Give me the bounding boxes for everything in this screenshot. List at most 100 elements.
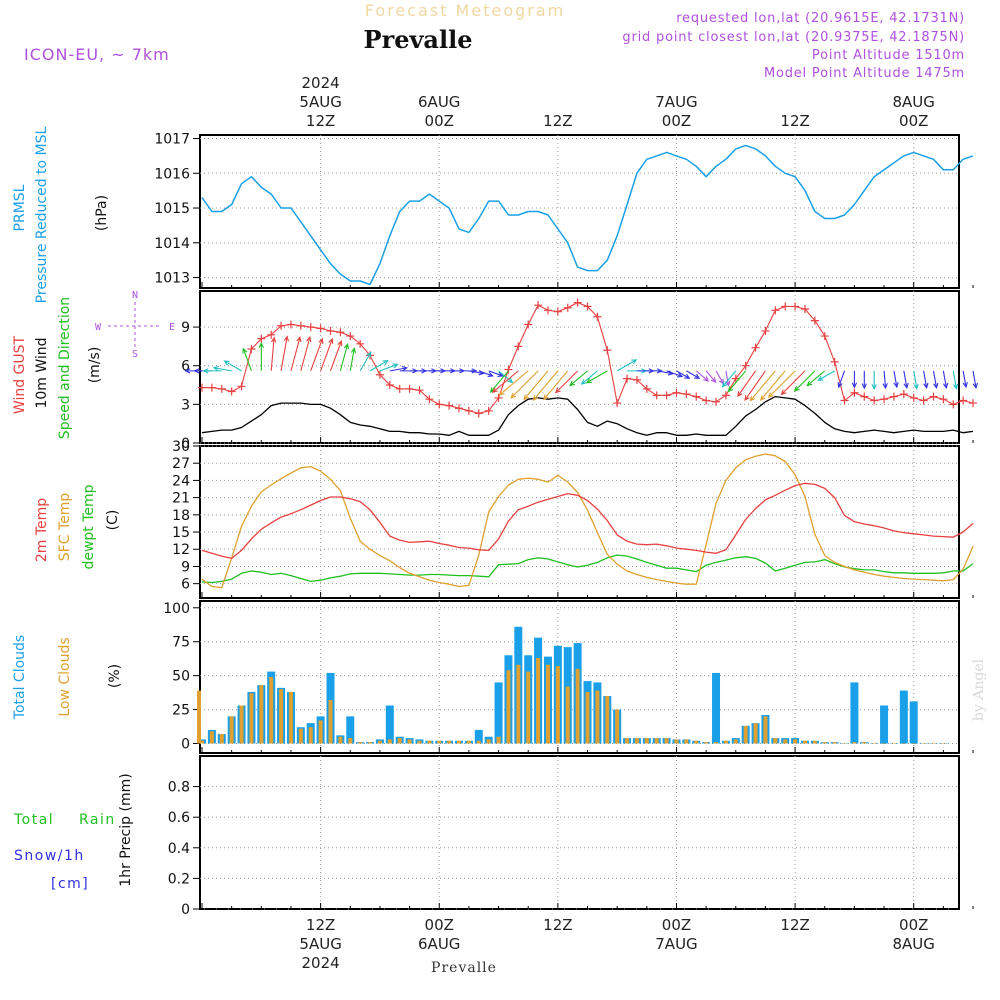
wind-arrow-head: [283, 335, 290, 342]
compass-n: N: [132, 290, 138, 301]
wind-gust-marker: [277, 321, 286, 330]
wind-gust-marker: [820, 332, 829, 341]
wind-arrow-head: [703, 376, 710, 382]
wind-arrow: [749, 370, 776, 401]
wind-arrow-head: [882, 383, 888, 390]
wind-arrow-head: [962, 382, 968, 389]
wind-arrow-head: [543, 394, 549, 401]
wind-arrow-head: [676, 372, 684, 378]
time-label-top: 8AUG: [893, 93, 935, 111]
y-tick-label: 0.4: [168, 841, 190, 857]
y-tick-label: 18: [172, 508, 190, 524]
low-cloud-bar: [802, 740, 807, 744]
wind-arrow: [359, 352, 372, 372]
clouds-label-total: Total Clouds: [12, 635, 28, 720]
wind-gust-marker: [781, 302, 790, 311]
forecast-label: Forecast Meteogram: [365, 1, 565, 20]
total-cloud-bar: [880, 705, 889, 744]
wind-arrow: [728, 370, 747, 392]
time-label-top: 7AUG: [655, 93, 697, 111]
wind-gust-marker: [227, 387, 236, 396]
wind-gust-marker: [603, 346, 612, 355]
wind-arrow-head: [871, 384, 877, 391]
wind-arrow-head: [193, 368, 200, 374]
low-cloud-bar: [457, 740, 462, 744]
wind-arrow: [213, 367, 232, 372]
y-tick-label: 1017: [154, 131, 190, 147]
wind-arrow-head: [510, 392, 517, 399]
low-cloud-bar: [723, 740, 728, 744]
temp-label-2m: 2m Temp: [34, 498, 50, 562]
wind-gust-marker: [286, 320, 295, 329]
low-cloud-bar: [763, 716, 768, 744]
time-label-top: 5AUG: [299, 93, 341, 111]
wind-arrow-head: [350, 347, 357, 354]
y-tick-label: 9: [181, 559, 190, 575]
wind-arrow-head: [749, 395, 756, 402]
y-tick-label: 3: [181, 397, 190, 413]
wind-gust-marker: [375, 370, 384, 379]
wind-arrow: [242, 348, 252, 372]
total-cloud-bar: [494, 682, 503, 744]
low-cloud-bar: [239, 705, 244, 744]
time-label-top: 12Z: [306, 112, 335, 130]
wind-arrow: [781, 370, 806, 395]
wind-arrow-head: [759, 394, 766, 401]
wind-arrow: [737, 370, 757, 397]
low-cloud-bar: [200, 740, 204, 744]
y-tick-label: 0.2: [168, 871, 190, 887]
wind-gust-marker: [959, 396, 968, 405]
wind-gust-marker: [682, 390, 691, 399]
low-cloud-bar: [664, 738, 669, 744]
time-label-bottom: 7AUG: [655, 935, 697, 953]
wind-arrow: [962, 370, 967, 388]
low-cloud-bar: [407, 739, 412, 744]
total-cloud-bar: [474, 729, 483, 744]
low-cloud-bar: [852, 742, 857, 744]
wind-gust-line: [202, 302, 974, 414]
low-cloud-bar: [229, 716, 234, 744]
low-cloud-bar: [338, 736, 343, 744]
low-cloud-bar: [417, 740, 422, 744]
wind-arrow-head: [497, 371, 504, 377]
wind-arrow-head: [366, 351, 372, 358]
time-label-top: 00Z: [425, 112, 454, 130]
wind-arrow-head: [580, 379, 587, 385]
wind-gust-marker: [583, 302, 592, 311]
place-title: Prevalle: [364, 25, 473, 54]
low-cloud-bar: [496, 736, 501, 744]
low-cloud-bar: [249, 693, 254, 744]
low-cloud-bar: [555, 666, 560, 744]
low-cloud-bar: [625, 738, 630, 744]
low-cloud-bar: [377, 740, 382, 744]
wind-gust-marker: [445, 401, 454, 410]
wind-gust-marker: [712, 397, 721, 406]
compass-w: W: [95, 322, 102, 333]
wind-compass: N S W E: [95, 290, 175, 360]
low-cloud-bar: [387, 739, 392, 744]
low-cloud-bar: [832, 742, 837, 744]
wind-gust-marker: [623, 374, 632, 383]
wind-arrow: [379, 363, 398, 372]
wind-gust-marker: [692, 392, 701, 401]
wind-arrow-head: [684, 373, 691, 379]
wind-arrow: [686, 370, 700, 379]
low-cloud-bar: [743, 725, 748, 744]
wind-gust-marker: [919, 396, 928, 405]
compass-s: S: [132, 349, 138, 360]
wind-arrow: [942, 370, 947, 388]
low-cloud-bar: [348, 738, 353, 744]
prmsl-line: [201, 144, 974, 286]
wind-gust-marker: [296, 321, 305, 330]
wind-arrow: [972, 370, 977, 388]
y-tick-label: 9: [181, 320, 190, 336]
y-tick-label: 1013: [154, 271, 190, 287]
footer-place: Prevalle: [431, 960, 497, 976]
panel-frame-4: [199, 600, 960, 754]
y-tick-label: 0: [181, 436, 190, 452]
wind-gust-marker: [207, 383, 216, 392]
wind-arrow: [224, 360, 242, 372]
low-cloud-bar: [694, 740, 699, 744]
wind-arrow-head: [710, 377, 717, 384]
clouds-unit: (%): [107, 664, 123, 688]
